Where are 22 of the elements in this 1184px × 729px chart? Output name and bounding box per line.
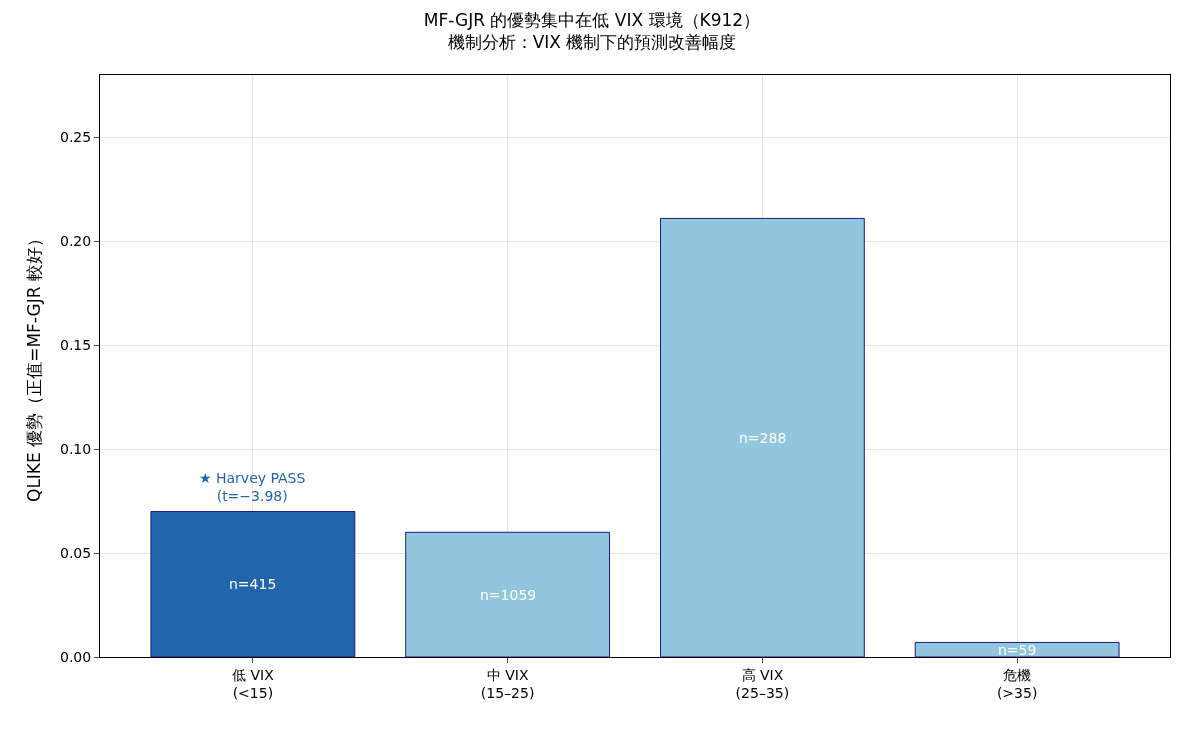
x-tick-label: 低 VIX (<15) [231,666,275,701]
annotation: n=288 [739,430,787,446]
annotation: n=415 [229,576,277,592]
y-tick-label: 0.20 [60,233,92,250]
y-tick-label: 0.00 [60,648,92,665]
y-axis-title: QLIKE 優勢（正值=MF-GJR 較好） [23,229,44,503]
bar [150,511,356,657]
x-tick-label: 危機 (>35) [996,666,1038,701]
bar [659,217,865,657]
bar [914,641,1120,657]
annotation: n=1059 [480,587,537,603]
chart-subtitle: 機制分析：VIX 機制下的預測改善幅度 [447,31,737,52]
chart-title: MF-GJR 的優勢集中在低 VIX 環境（K912） [423,9,761,30]
annotation: n=59 [998,642,1037,658]
bar [405,531,611,657]
y-tick-label: 0.05 [60,544,92,561]
y-tick-label: 0.10 [60,441,92,458]
annotation: ★ Harvey PASS (t=−3.98) [199,470,306,505]
y-tick-label: 0.15 [60,337,92,354]
x-tick-label: 中 VIX (15–25) [480,666,535,701]
x-tick-label: 高 VIX (25–35) [735,666,790,701]
y-tick-label: 0.25 [60,129,92,146]
